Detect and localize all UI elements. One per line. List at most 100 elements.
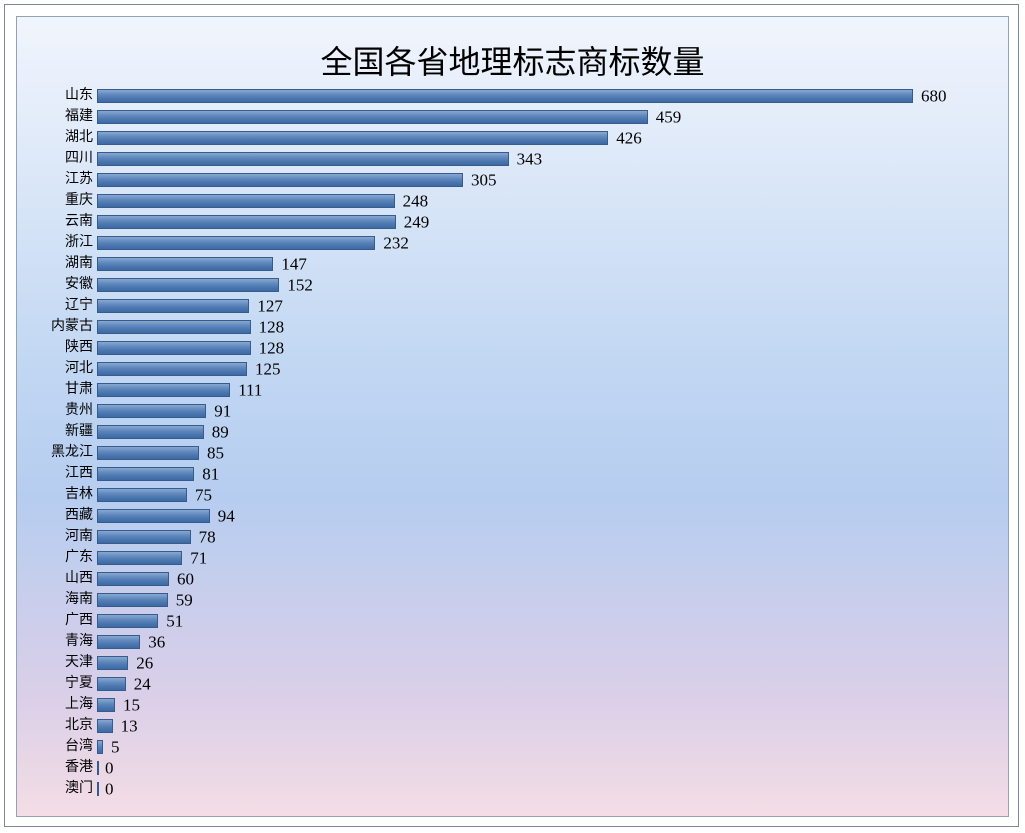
bar xyxy=(97,446,199,460)
category-label: 广东 xyxy=(65,551,97,565)
bar xyxy=(97,236,375,250)
category-label: 内蒙古 xyxy=(51,320,97,334)
bar xyxy=(97,782,99,796)
bar-value-label: 71 xyxy=(190,550,207,567)
bar-value-label: 152 xyxy=(287,277,313,294)
bar xyxy=(97,677,126,691)
bar-value-label: 147 xyxy=(281,256,307,273)
bar-row: 重庆248 xyxy=(97,194,997,208)
bar xyxy=(97,635,140,649)
bar-row: 新疆89 xyxy=(97,425,997,439)
category-label: 辽宁 xyxy=(65,299,97,313)
bar-value-label: 59 xyxy=(176,592,193,609)
bar-value-label: 36 xyxy=(148,634,165,651)
category-label: 北京 xyxy=(65,719,97,733)
bar xyxy=(97,404,206,418)
bar-row: 江西81 xyxy=(97,467,997,481)
category-label: 广西 xyxy=(65,614,97,628)
category-label: 香港 xyxy=(65,761,97,775)
category-label: 云南 xyxy=(65,215,97,229)
category-label: 河南 xyxy=(65,530,97,544)
bar-value-label: 15 xyxy=(123,697,140,714)
category-label: 浙江 xyxy=(65,236,97,250)
category-label: 陕西 xyxy=(65,341,97,355)
bar xyxy=(97,593,168,607)
category-label: 澳门 xyxy=(65,782,97,796)
bar-value-label: 0 xyxy=(105,781,114,798)
bar-value-label: 305 xyxy=(471,172,497,189)
bar-value-label: 24 xyxy=(134,676,151,693)
category-label: 河北 xyxy=(65,362,97,376)
bar-value-label: 51 xyxy=(166,613,183,630)
bar-value-label: 0 xyxy=(105,760,114,777)
bar xyxy=(97,698,115,712)
bar-value-label: 127 xyxy=(257,298,283,315)
bar-value-label: 128 xyxy=(259,319,285,336)
category-label: 海南 xyxy=(65,593,97,607)
bar-row: 广西51 xyxy=(97,614,997,628)
bar-value-label: 89 xyxy=(212,424,229,441)
bar xyxy=(97,656,128,670)
bar-row: 山东680 xyxy=(97,89,997,103)
bar-row: 湖北426 xyxy=(97,131,997,145)
bar-row: 天津26 xyxy=(97,656,997,670)
bar-value-label: 85 xyxy=(207,445,224,462)
category-label: 甘肃 xyxy=(65,383,97,397)
bar xyxy=(97,89,913,103)
bar-row: 河南78 xyxy=(97,530,997,544)
category-label: 湖北 xyxy=(65,131,97,145)
bar-value-label: 5 xyxy=(111,739,120,756)
bar-row: 内蒙古128 xyxy=(97,320,997,334)
bar-value-label: 343 xyxy=(517,151,543,168)
category-label: 天津 xyxy=(65,656,97,670)
bar xyxy=(97,488,187,502)
bar-row: 吉林75 xyxy=(97,488,997,502)
bar-value-label: 81 xyxy=(202,466,219,483)
bar-row: 陕西128 xyxy=(97,341,997,355)
bar-row: 浙江232 xyxy=(97,236,997,250)
bar-row: 香港0 xyxy=(97,761,997,775)
bar xyxy=(97,719,113,733)
bar-value-label: 26 xyxy=(136,655,153,672)
bar-row: 海南59 xyxy=(97,593,997,607)
bar xyxy=(97,362,247,376)
category-label: 台湾 xyxy=(65,740,97,754)
bar xyxy=(97,131,608,145)
bar-value-label: 91 xyxy=(214,403,231,420)
bar-value-label: 111 xyxy=(238,382,262,399)
bar-row: 宁夏24 xyxy=(97,677,997,691)
bar-value-label: 60 xyxy=(177,571,194,588)
bar-value-label: 249 xyxy=(404,214,430,231)
bar-row: 西藏94 xyxy=(97,509,997,523)
category-label: 重庆 xyxy=(65,194,97,208)
bar-row: 江苏305 xyxy=(97,173,997,187)
bar-row: 安徽152 xyxy=(97,278,997,292)
bar xyxy=(97,572,169,586)
category-label: 上海 xyxy=(65,698,97,712)
bar-row: 上海15 xyxy=(97,698,997,712)
bar xyxy=(97,761,99,775)
chart-title: 全国各省地理标志商标数量 xyxy=(17,37,1008,83)
bar xyxy=(97,278,279,292)
category-label: 吉林 xyxy=(65,488,97,502)
category-label: 安徽 xyxy=(65,278,97,292)
bar xyxy=(97,614,158,628)
bar xyxy=(97,341,251,355)
bar xyxy=(97,110,648,124)
bar-value-label: 13 xyxy=(121,718,138,735)
bar xyxy=(97,509,210,523)
bar xyxy=(97,551,182,565)
bar xyxy=(97,320,251,334)
bar-row: 北京13 xyxy=(97,719,997,733)
bar-row: 辽宁127 xyxy=(97,299,997,313)
bar-row: 四川343 xyxy=(97,152,997,166)
bar xyxy=(97,383,230,397)
category-label: 新疆 xyxy=(65,425,97,439)
category-label: 江苏 xyxy=(65,173,97,187)
category-label: 山西 xyxy=(65,572,97,586)
bar xyxy=(97,152,509,166)
bar-value-label: 426 xyxy=(616,130,642,147)
bar xyxy=(97,740,103,754)
category-label: 西藏 xyxy=(65,509,97,523)
chart-frame: 全国各省地理标志商标数量 山东680福建459湖北426四川343江苏305重庆… xyxy=(16,16,1009,817)
